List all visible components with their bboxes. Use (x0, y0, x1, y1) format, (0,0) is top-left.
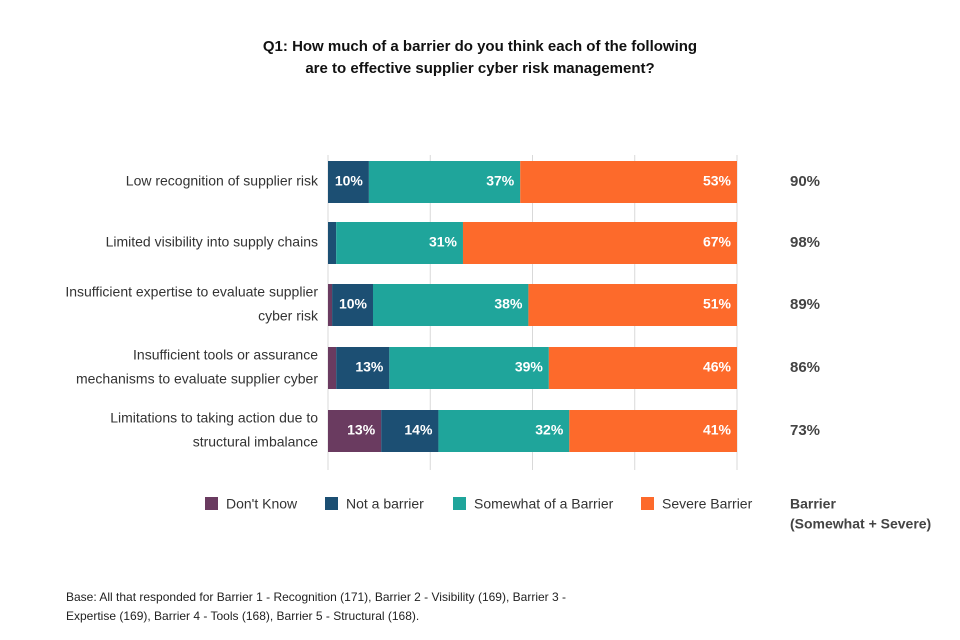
data-label: 31% (429, 234, 458, 250)
data-label: 10% (339, 296, 368, 312)
data-label: 37% (486, 173, 515, 189)
footnote: Expertise (169), Barrier 4 - Tools (168)… (66, 609, 419, 623)
totals-title: (Somewhat + Severe) (790, 516, 931, 532)
data-label: 51% (703, 296, 732, 312)
bar-segment (389, 347, 549, 389)
data-label: 13% (347, 422, 376, 438)
y-tick-label: Limited visibility into supply chains (106, 234, 318, 250)
y-tick-label: Limitations to taking action due to (110, 410, 318, 426)
bar-segment (462, 222, 737, 264)
bar-segment (332, 284, 373, 326)
total-label: 86% (790, 359, 820, 376)
legend-label: Not a barrier (346, 496, 424, 512)
data-label: 39% (515, 359, 544, 375)
data-label: 14% (404, 422, 433, 438)
bar-segment (336, 222, 463, 264)
bar-segment (328, 410, 382, 452)
y-tick-label: Low recognition of supplier risk (126, 173, 319, 189)
bar-segment (368, 161, 521, 203)
legend-label: Somewhat of a Barrier (474, 496, 614, 512)
bar-segment (569, 410, 737, 452)
data-label: 67% (703, 234, 732, 250)
bar-segment (328, 161, 369, 203)
bar-segment (328, 222, 337, 264)
data-label: 53% (703, 173, 732, 189)
bar-segment (528, 284, 737, 326)
data-label: 38% (494, 296, 523, 312)
data-label: 32% (535, 422, 564, 438)
chart-title: Q1: How much of a barrier do you think e… (263, 38, 697, 55)
y-tick-label: Insufficient tools or assurance (133, 347, 318, 363)
bar-segment (520, 161, 737, 203)
total-label: 90% (790, 173, 820, 190)
legend-label: Severe Barrier (662, 496, 753, 512)
data-label: 46% (703, 359, 732, 375)
y-tick-label: Insufficient expertise to evaluate suppl… (65, 284, 318, 300)
total-label: 73% (790, 422, 820, 439)
y-tick-label: cyber risk (258, 308, 319, 324)
bar-segment (438, 410, 570, 452)
total-label: 89% (790, 296, 820, 313)
data-label: 41% (703, 422, 732, 438)
bar-segment (328, 284, 333, 326)
footnote: Base: All that responded for Barrier 1 -… (66, 590, 566, 604)
data-label: 10% (335, 173, 364, 189)
legend-swatch (205, 497, 218, 510)
chart-title: are to effective supplier cyber risk man… (305, 60, 654, 77)
legend-swatch (641, 497, 654, 510)
total-label: 98% (790, 234, 820, 251)
bar-segment (336, 347, 390, 389)
legend-label: Don't Know (226, 496, 298, 512)
bar-segment (372, 284, 529, 326)
legend-swatch (453, 497, 466, 510)
bar-segment (548, 347, 737, 389)
totals-title: Barrier (790, 496, 836, 512)
y-tick-label: mechanisms to evaluate supplier cyber (76, 371, 318, 387)
bar-segment (381, 410, 439, 452)
legend-swatch (325, 497, 338, 510)
y-tick-label: structural imbalance (193, 434, 318, 450)
bar-segment (328, 347, 337, 389)
data-label: 13% (355, 359, 384, 375)
